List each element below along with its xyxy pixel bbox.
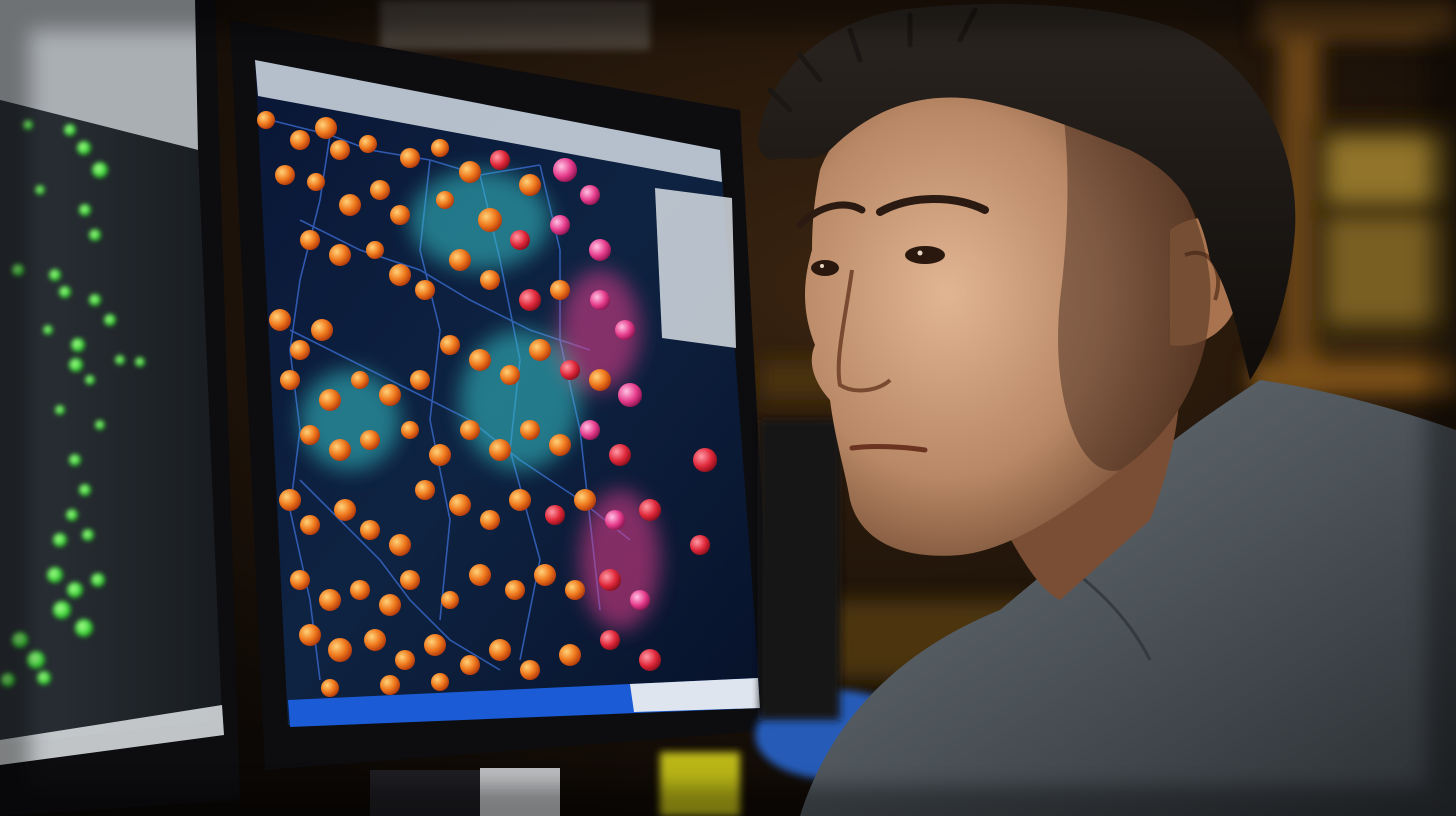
mouth [849, 444, 928, 453]
left-eyebrow [796, 201, 866, 229]
shirt [800, 380, 1456, 816]
right-eyebrow [876, 195, 989, 216]
nose [836, 269, 892, 393]
molecule-atoms [257, 111, 717, 697]
left-eye [811, 260, 839, 276]
person [758, 4, 1456, 816]
right-eye [905, 246, 945, 264]
hair [758, 4, 1296, 381]
left-monitor [0, 0, 240, 816]
